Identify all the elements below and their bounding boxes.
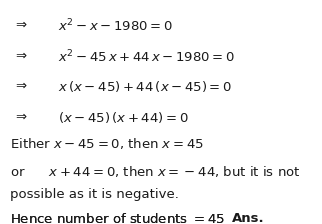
Text: $\Rightarrow$: $\Rightarrow$ xyxy=(13,79,28,92)
Text: or      $x + 44 = 0$, then $x = -44$, but it is not: or $x + 44 = 0$, then $x = -44$, but it … xyxy=(10,164,300,179)
Text: $x^2 - x - 1980 = 0$: $x^2 - x - 1980 = 0$ xyxy=(58,18,173,34)
Text: Hence number of students $= 45$: Hence number of students $= 45$ xyxy=(10,212,225,224)
Text: $x\,(x - 45) + 44\,(x - 45) = 0$: $x\,(x - 45) + 44\,(x - 45) = 0$ xyxy=(58,79,232,94)
Text: Ans.: Ans. xyxy=(232,212,265,224)
Text: $(x - 45)\,(x + 44) = 0$: $(x - 45)\,(x + 44) = 0$ xyxy=(58,110,189,125)
Text: $\Rightarrow$: $\Rightarrow$ xyxy=(13,18,28,31)
Text: $\Rightarrow$: $\Rightarrow$ xyxy=(13,48,28,61)
Text: $x^2 - 45\,x + 44\,x - 1980 = 0$: $x^2 - 45\,x + 44\,x - 1980 = 0$ xyxy=(58,48,235,65)
Text: Either $x - 45 = 0$, then $x = 45$: Either $x - 45 = 0$, then $x = 45$ xyxy=(10,136,203,151)
Text: Hence number of students $= 45$: Hence number of students $= 45$ xyxy=(10,212,225,224)
Text: possible as it is negative.: possible as it is negative. xyxy=(10,188,178,201)
Text: $\Rightarrow$: $\Rightarrow$ xyxy=(13,110,28,123)
